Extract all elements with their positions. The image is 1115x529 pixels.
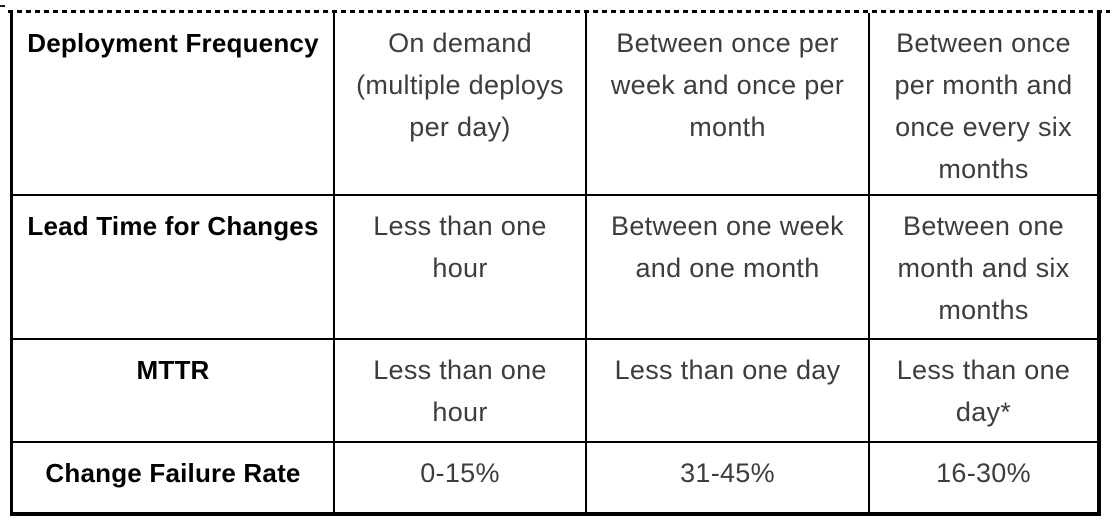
cell-mttr-col1: Less than one hour (335, 340, 587, 443)
cell-mttr-col3: Less than one day* (870, 340, 1097, 443)
cell-lead-time-col3: Between one month and six months (870, 196, 1097, 340)
row-header-lead-time-for-changes: Lead Time for Changes (13, 196, 335, 340)
cell-mttr-col2: Less than one day (587, 340, 870, 443)
row-header-change-failure-rate: Change Failure Rate (13, 443, 335, 512)
row-header-mttr: MTTR (13, 340, 335, 443)
dora-metrics-table: Deployment Frequency On demand (multiple… (10, 13, 1101, 516)
cell-lead-time-col2: Between one week and one month (587, 196, 870, 340)
cell-change-failure-rate-col3: 16-30% (936, 458, 1031, 488)
cell-deployment-frequency-col1: On demand (multiple deploys per day) (335, 13, 587, 196)
cell-change-failure-rate-col2: 31-45% (587, 443, 870, 512)
table-top-dashed-border (8, 10, 1110, 13)
cell-deployment-frequency-col3: Between once per month and once every si… (870, 13, 1097, 196)
cell-lead-time-col1: Less than one hour (335, 196, 587, 340)
dashed-border-fragment (0, 5, 5, 7)
row-header-deployment-frequency: Deployment Frequency (13, 13, 335, 196)
cell-deployment-frequency-col2: Between once per week and once per month (587, 13, 870, 196)
cell-change-failure-rate-col1: 0-15% (335, 443, 587, 512)
